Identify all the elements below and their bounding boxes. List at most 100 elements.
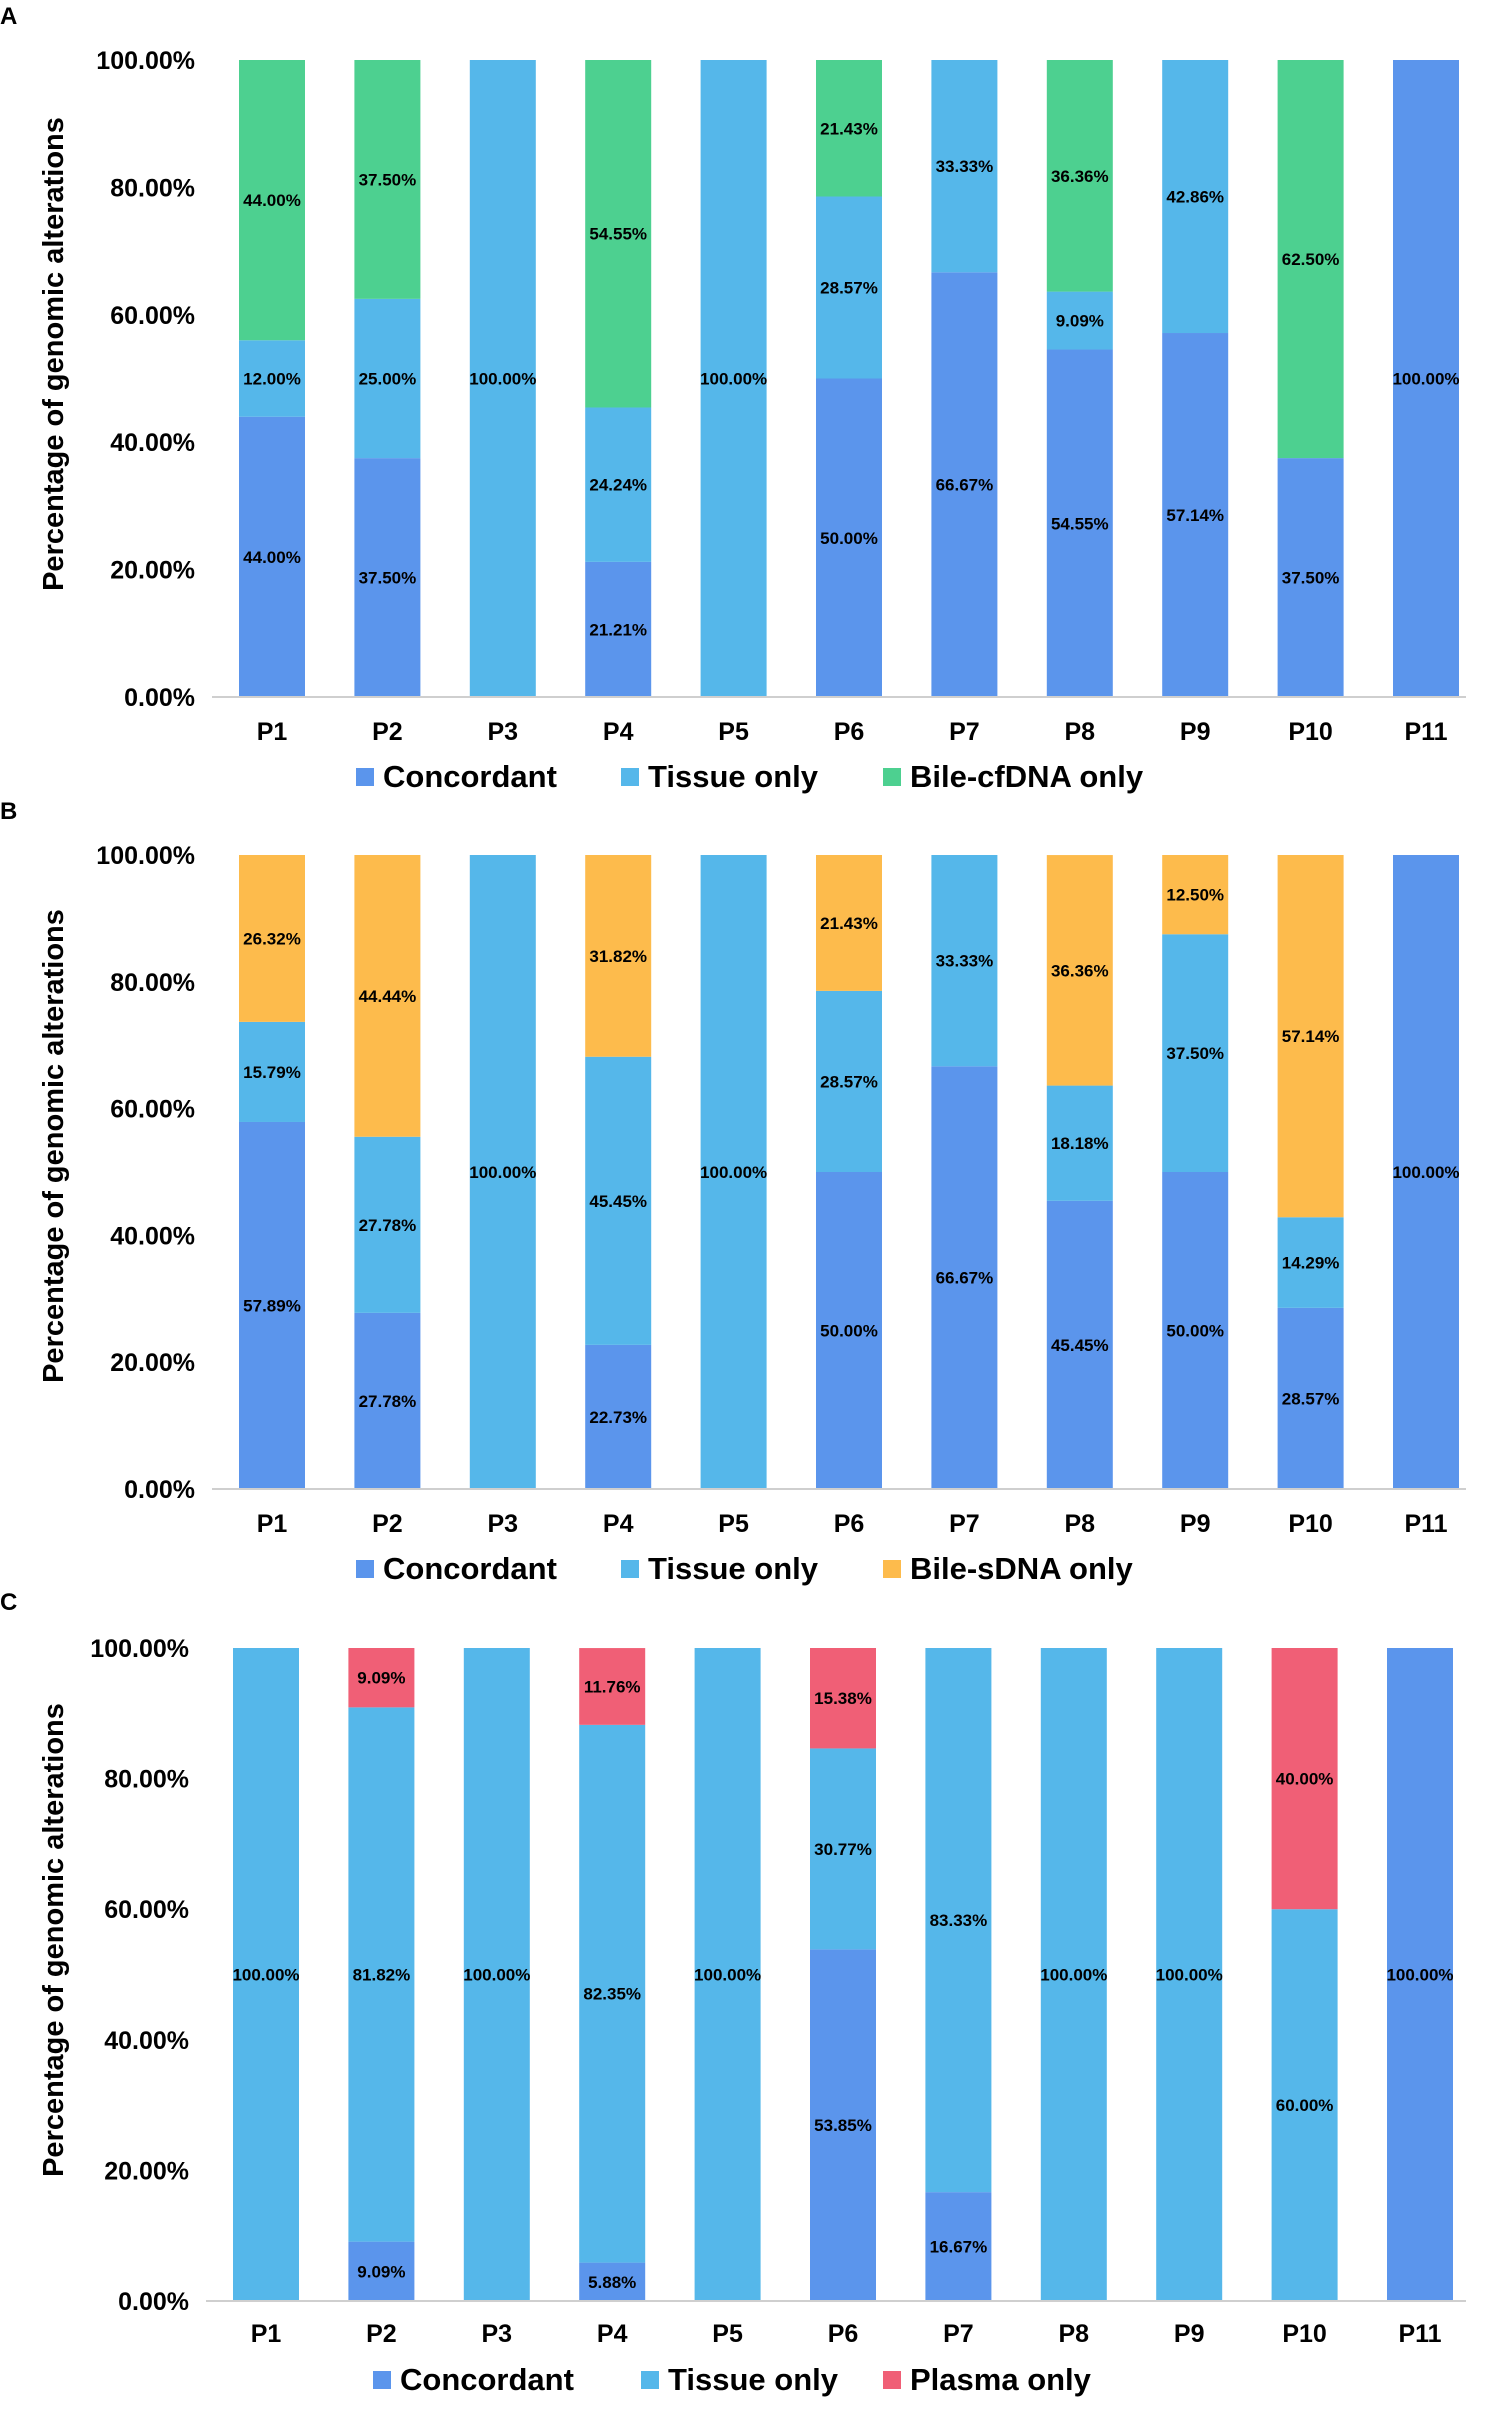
bar-segment	[579, 1648, 646, 1725]
bar-segment	[1040, 1648, 1107, 2301]
x-tick-label: P10	[1282, 2320, 1326, 2348]
bar-segment	[931, 855, 998, 1067]
bar-segment	[1046, 1200, 1113, 1489]
bar-segment	[1162, 333, 1229, 697]
y-tick-label: 80.00%	[110, 174, 195, 202]
data-label: 44.00%	[243, 191, 301, 210]
x-tick-label: P4	[597, 2320, 628, 2348]
bar-segment	[348, 1648, 415, 1708]
bar-segment	[816, 60, 882, 197]
y-tick-label: 40.00%	[104, 2027, 189, 2055]
y-tick-label: 40.00%	[110, 1222, 195, 1250]
bar-segment	[816, 1172, 882, 1489]
panel-letter: B	[0, 798, 17, 825]
panel-a: A Percentage of genomic alterations 0.00…	[0, 3, 1466, 794]
data-label: 11.76%	[584, 1677, 641, 1696]
bar-segment	[585, 855, 652, 1057]
x-tick-label: P4	[603, 718, 634, 746]
legend-swatch	[373, 2371, 391, 2389]
data-label: 15.79%	[243, 1063, 301, 1082]
data-label: 100.00%	[469, 1163, 536, 1182]
data-label: 25.00%	[359, 370, 417, 389]
x-tick-label: P1	[257, 1510, 288, 1538]
bar-segment	[1277, 1217, 1344, 1308]
panel-letter: A	[0, 3, 17, 30]
x-tick-label: P11	[1404, 718, 1447, 746]
x-tick-label: P7	[949, 718, 980, 746]
data-label: 12.50%	[1166, 886, 1224, 905]
data-label: 24.24%	[589, 476, 647, 495]
bar-segment	[810, 1648, 876, 1749]
x-tick-label: P8	[1065, 718, 1096, 746]
legend-swatch	[356, 1560, 374, 1578]
x-tick-label: P10	[1288, 718, 1332, 746]
bar-segment	[579, 1724, 646, 2263]
bar-segment	[585, 561, 652, 697]
bar-segment	[1393, 855, 1459, 1489]
x-tick-label: P11	[1398, 2320, 1441, 2348]
data-label: 5.88%	[588, 2273, 636, 2292]
data-label: 53.85%	[814, 2116, 872, 2135]
x-tick-label: P2	[372, 718, 403, 746]
data-label: 50.00%	[820, 1322, 878, 1341]
data-label: 37.50%	[1166, 1044, 1224, 1063]
data-label: 28.57%	[820, 279, 878, 298]
x-tick-label: P8	[1065, 1510, 1096, 1538]
bar-segment	[469, 855, 536, 1489]
bar-segment	[816, 990, 882, 1172]
legend-label: Tissue only	[668, 2362, 839, 2397]
data-label: 50.00%	[820, 529, 878, 548]
bar-segment	[1162, 1172, 1229, 1489]
data-label: 100.00%	[1386, 1966, 1453, 1985]
bar-segment	[354, 458, 421, 697]
data-label: 18.18%	[1051, 1134, 1109, 1153]
data-label: 54.55%	[1051, 514, 1109, 533]
data-label: 50.00%	[1166, 1322, 1224, 1341]
y-tick-label: 100.00%	[90, 1635, 189, 1663]
data-label: 22.73%	[589, 1408, 647, 1427]
panel-b: B Percentage of genomic alterations 0.00…	[0, 798, 1466, 1586]
data-label: 28.57%	[820, 1072, 878, 1091]
data-label: 54.55%	[589, 225, 647, 244]
data-label: 66.67%	[936, 476, 994, 495]
x-tick-label: P7	[943, 2320, 974, 2348]
data-label: 33.33%	[936, 157, 994, 176]
data-label: 15.38%	[814, 1689, 872, 1708]
bar-segment	[585, 60, 652, 408]
bar-segment	[1156, 1648, 1223, 2301]
data-label: 62.50%	[1282, 250, 1340, 269]
bar-segment	[816, 196, 882, 379]
data-label: 57.89%	[243, 1296, 301, 1315]
bar-segment	[239, 1121, 305, 1489]
data-label: 21.21%	[589, 620, 647, 639]
x-tick-label: P5	[718, 718, 749, 746]
legend-swatch	[883, 1560, 901, 1578]
bar-segment	[1271, 1909, 1338, 2301]
data-label: 14.29%	[1282, 1254, 1340, 1273]
bar-segment	[354, 298, 421, 459]
legend-swatch	[621, 1560, 639, 1578]
bar-segment	[1271, 1648, 1338, 1910]
bar-segment	[585, 1344, 652, 1489]
y-tick-label: 80.00%	[104, 1766, 189, 1794]
data-label: 42.86%	[1166, 188, 1224, 207]
data-label: 45.45%	[589, 1192, 647, 1211]
bar-segment	[700, 855, 767, 1489]
bar-segment	[239, 340, 305, 417]
data-label: 100.00%	[1392, 370, 1459, 389]
data-label: 44.00%	[243, 548, 301, 567]
y-tick-label: 0.00%	[124, 684, 195, 712]
legend-label: Concordant	[400, 2362, 574, 2397]
bar-segment	[579, 2262, 646, 2301]
data-label: 37.50%	[359, 569, 417, 588]
data-label: 21.43%	[820, 119, 878, 138]
bar-segment	[585, 407, 652, 562]
bar-segment	[1046, 291, 1113, 350]
data-label: 83.33%	[930, 1911, 988, 1930]
data-label: 21.43%	[820, 914, 878, 933]
x-tick-label: P7	[949, 1510, 980, 1538]
x-tick-label: P1	[251, 2320, 282, 2348]
data-label: 44.44%	[359, 987, 417, 1006]
data-label: 37.50%	[1282, 569, 1340, 588]
